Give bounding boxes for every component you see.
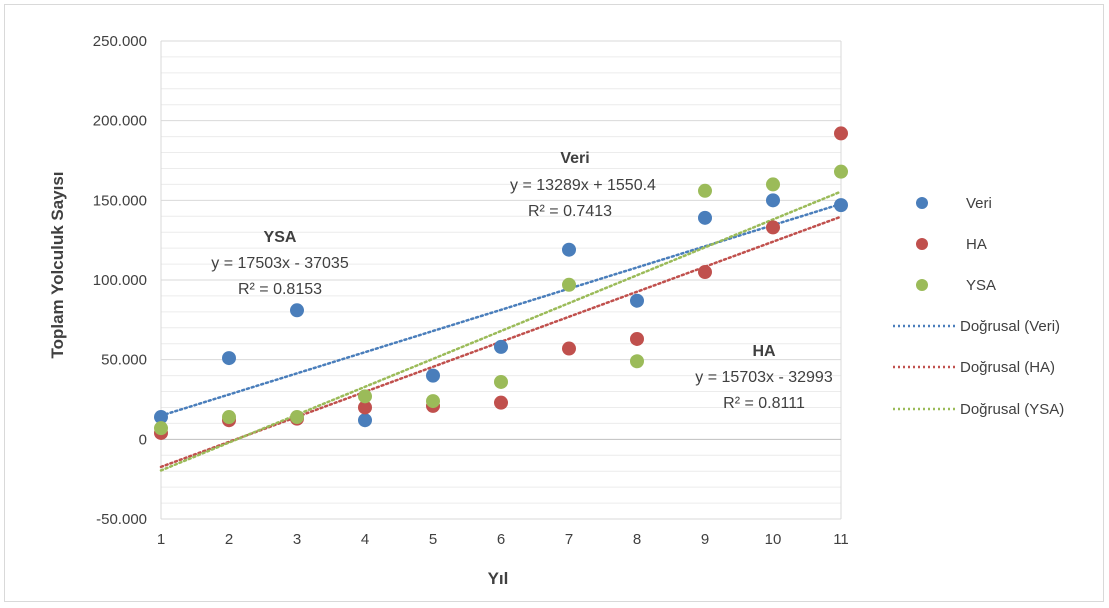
y-tick-label: 250.000 (93, 33, 147, 50)
data-points (154, 126, 848, 440)
scatter-chart: 250.000 200.000 150.000 100.000 50.000 0 -50.0… (48, 33, 1064, 588)
x-tick-label: 8 (633, 531, 641, 548)
point-ysa (494, 374, 508, 389)
y-tick-label: 100.000 (93, 272, 147, 289)
annotation-ysa: YSA y = 17503x - 37035 R² = 0.8153 (211, 229, 349, 298)
x-tick-label: 2 (225, 531, 233, 548)
annotation-ysa-equation: y = 17503x - 37035 (211, 255, 349, 272)
legend-marker-ysa (916, 279, 928, 291)
legend-label-veri: Veri (966, 195, 992, 212)
point-ha (494, 395, 508, 410)
legend-label-trend-veri: Doğrusal (Veri) (960, 318, 1060, 335)
gridlines (161, 40, 841, 520)
point-ysa (358, 389, 372, 404)
trendline-veri (159, 202, 843, 417)
legend-label-ysa: YSA (966, 277, 996, 294)
point-veri (698, 210, 712, 225)
point-ysa (630, 354, 644, 369)
point-veri (290, 303, 304, 318)
annotation-veri: Veri y = 13289x + 1550.4 R² = 0.7413 (510, 150, 656, 220)
legend-label-trend-ysa: Doğrusal (YSA) (960, 401, 1064, 418)
annotation-ysa-r2: R² = 0.8153 (238, 281, 322, 298)
y-axis-title: Toplam Yolculuk Sayısı (48, 171, 67, 358)
annotation-ha-title: HA (752, 343, 776, 360)
point-veri (766, 193, 780, 208)
point-ha (766, 220, 780, 235)
x-tick-label: 4 (361, 531, 369, 548)
x-tick-label: 6 (497, 531, 505, 548)
point-ysa (562, 277, 576, 292)
annotation-veri-r2: R² = 0.7413 (528, 203, 612, 220)
point-veri (222, 351, 236, 366)
point-ha (630, 331, 644, 346)
chart-container: 250.000 200.000 150.000 100.000 50.000 0 -50.0… (4, 4, 1104, 602)
y-tick-label: 50.000 (101, 352, 147, 369)
annotation-ha-equation: y = 15703x - 32993 (695, 369, 833, 386)
annotation-veri-equation: y = 13289x + 1550.4 (510, 177, 656, 194)
point-veri (426, 368, 440, 383)
point-ysa (426, 394, 440, 409)
point-ysa (222, 410, 236, 425)
legend-label-trend-ha: Doğrusal (HA) (960, 359, 1055, 376)
legend-label-ha: HA (966, 236, 987, 253)
x-axis-title: Yıl (488, 569, 509, 588)
x-tick-label: 7 (565, 531, 573, 548)
trendline-ysa (159, 190, 843, 472)
point-ysa (766, 177, 780, 192)
annotation-ysa-title: YSA (264, 229, 297, 246)
point-ha (358, 400, 372, 415)
y-tick-label: -50.000 (96, 511, 147, 528)
point-ysa (834, 164, 848, 179)
legend: Veri HA YSA Doğrusal (Veri) Doğrusal (HA… (893, 195, 1064, 418)
x-tick-label: 3 (293, 531, 301, 548)
x-tick-label: 5 (429, 531, 437, 548)
annotation-ha-r2: R² = 0.8111 (723, 395, 805, 412)
x-tick-label: 10 (765, 531, 782, 548)
point-ysa (698, 183, 712, 198)
annotation-ha: HA y = 15703x - 32993 R² = 0.8111 (695, 343, 833, 412)
x-tick-label: 1 (157, 531, 165, 548)
point-veri (630, 293, 644, 308)
point-ysa (290, 410, 304, 425)
point-veri (494, 339, 508, 354)
x-tick-label: 11 (833, 531, 849, 548)
point-ha (562, 341, 576, 356)
y-tick-label: 200.000 (93, 113, 147, 130)
x-tick-label: 9 (701, 531, 709, 548)
legend-marker-veri (916, 197, 928, 209)
point-ysa (154, 421, 168, 436)
point-veri (562, 242, 576, 257)
point-veri (154, 410, 168, 425)
axes: 250.000 200.000 150.000 100.000 50.000 0 -50.0… (93, 33, 849, 548)
annotation-veri-title: Veri (560, 150, 589, 167)
point-veri (358, 413, 372, 428)
legend-marker-ha (916, 238, 928, 250)
point-veri (834, 198, 848, 213)
point-ha (698, 265, 712, 280)
point-ha (834, 126, 848, 141)
y-tick-label: 150.000 (93, 192, 147, 209)
y-tick-label: 0 (139, 431, 147, 448)
